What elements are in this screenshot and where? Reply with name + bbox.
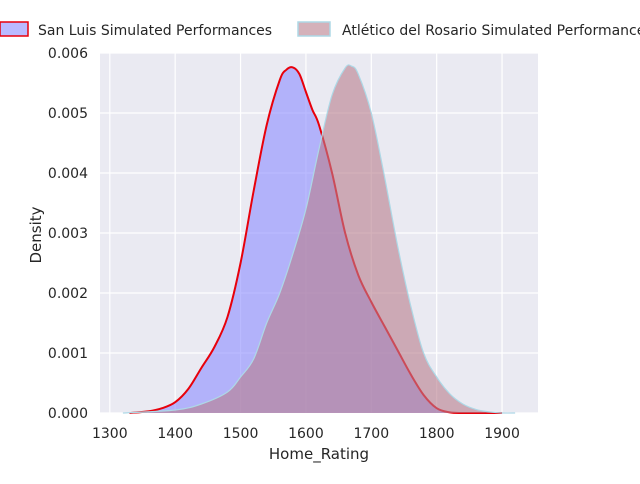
x-tick-label: 1800	[419, 426, 455, 442]
y-tick-label: 0.005	[48, 106, 88, 122]
x-axis-label: Home_Rating	[269, 445, 369, 464]
tick-labels: 1300 1400 1500 1600 1700 1800 1900 0.000 0.001 0.…	[48, 46, 520, 442]
y-tick-label: 0.000	[48, 406, 88, 422]
x-tick-label: 1500	[223, 426, 259, 442]
y-tick-label: 0.006	[48, 46, 88, 62]
x-tick-label: 1700	[353, 426, 389, 442]
x-tick-label: 1400	[157, 426, 193, 442]
y-tick-label: 0.001	[48, 346, 88, 362]
x-tick-label: 1300	[92, 426, 128, 442]
legend-label-atletico: Atlético del Rosario Simulated Performan…	[342, 23, 640, 39]
x-tick-label: 1900	[484, 426, 520, 442]
y-axis-label: Density	[27, 206, 45, 263]
legend-swatch-atletico	[297, 21, 331, 37]
legend-swatch-san-luis	[0, 21, 29, 37]
legend-label-san-luis: San Luis Simulated Performances	[38, 23, 272, 39]
y-tick-label: 0.003	[48, 226, 88, 242]
y-tick-label: 0.004	[48, 166, 88, 182]
x-tick-label: 1600	[288, 426, 324, 442]
density-area-atletico	[122, 64, 516, 414]
y-tick-label: 0.002	[48, 286, 88, 302]
legend: San Luis Simulated Performances Atlético…	[0, 21, 640, 39]
series-layer	[122, 64, 516, 415]
density-line-atletico	[122, 64, 516, 414]
